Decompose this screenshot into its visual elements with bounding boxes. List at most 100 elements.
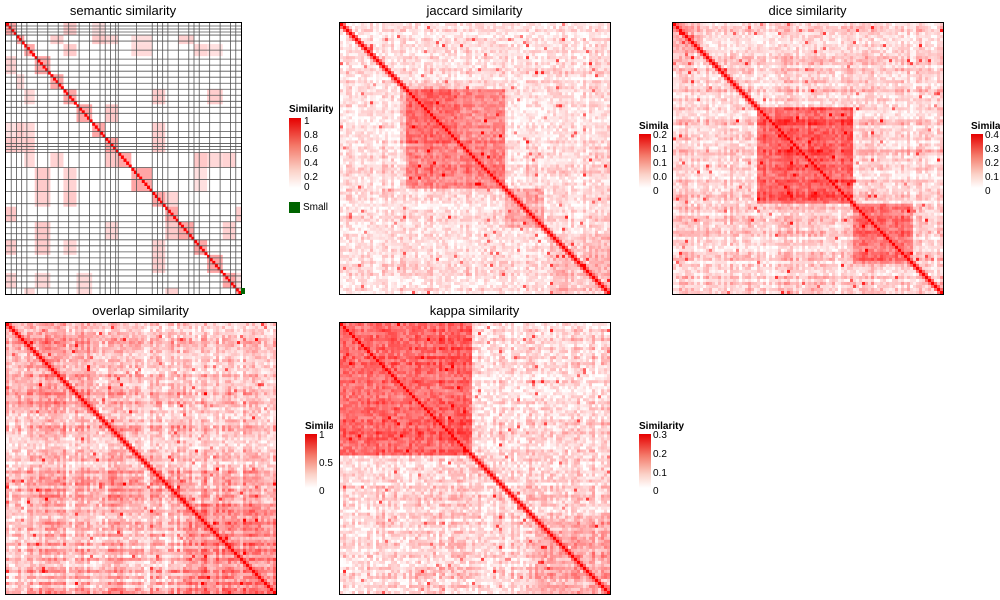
heatmap-cell: [574, 137, 578, 141]
heatmap-cell: [346, 47, 350, 51]
heatmap-cell: [430, 155, 434, 159]
heatmap-cell: [514, 167, 518, 171]
heatmap-cell: [466, 143, 470, 147]
heatmap-cell: [523, 53, 527, 57]
heatmap-cell: [355, 161, 359, 165]
heatmap-cell: [436, 113, 440, 117]
heatmap-cell: [493, 95, 497, 99]
heatmap-cell: [490, 38, 494, 42]
heatmap-cell: [562, 32, 566, 36]
heatmap-cell: [349, 47, 353, 51]
heatmap-cell: [574, 176, 578, 180]
heatmap-cell: [349, 44, 353, 48]
heatmap-cell: [490, 170, 494, 174]
heatmap-cell: [532, 74, 536, 78]
heatmap-cell: [505, 89, 509, 93]
heatmap-cell: [523, 149, 527, 153]
heatmap-cell: [406, 122, 410, 126]
heatmap-cell: [547, 170, 551, 174]
heatmap-cell: [358, 53, 362, 57]
heatmap-cell: [385, 65, 389, 69]
heatmap-cell: [361, 119, 365, 123]
heatmap-cell: [388, 173, 392, 177]
heatmap-cell: [508, 173, 512, 177]
heatmap-cell: [526, 110, 530, 114]
heatmap-cell: [511, 50, 515, 54]
heatmap-cell: [370, 131, 374, 135]
heatmap-cell: [553, 92, 557, 96]
heatmap-cell: [379, 131, 383, 135]
heatmap-cell: [562, 44, 566, 48]
heatmap-cell: [457, 50, 461, 54]
heatmap-cell: [538, 155, 542, 159]
heatmap-cell: [601, 71, 605, 75]
heatmap-cell: [529, 128, 533, 132]
heatmap-cell: [376, 50, 380, 54]
heatmap-cell: [367, 140, 371, 144]
heatmap-cell: [508, 59, 512, 63]
heatmap-cell: [607, 173, 610, 177]
heatmap-cell: [349, 134, 353, 138]
heatmap-cell: [580, 140, 584, 144]
heatmap-cell: [589, 62, 593, 66]
heatmap-cell: [394, 53, 398, 57]
heatmap-cell: [370, 125, 374, 129]
heatmap-cell: [487, 131, 491, 135]
heatmap-cell: [352, 173, 356, 177]
heatmap-cell: [493, 92, 497, 96]
diagonal-cell: [115, 149, 119, 153]
heatmap-cell: [418, 110, 422, 114]
heatmap-cell: [373, 35, 377, 39]
heatmap-cell: [418, 68, 422, 72]
heatmap-cell: [562, 35, 566, 39]
heatmap-cell: [529, 29, 533, 33]
heatmap-cell: [544, 53, 548, 57]
heatmap-cell: [496, 152, 500, 156]
heatmap-cell: [499, 116, 503, 120]
heatmap-cell: [418, 56, 422, 60]
heatmap-cell: [406, 134, 410, 138]
heatmap-cell: [607, 125, 610, 129]
heatmap-cell: [349, 140, 353, 144]
heatmap-cell: [403, 161, 407, 165]
heatmap-cell: [406, 89, 410, 93]
heatmap-cell: [382, 32, 386, 36]
heatmap-cell: [598, 158, 602, 162]
diagonal-cell: [126, 161, 130, 165]
heatmap-cell: [523, 74, 527, 78]
heatmap-cell: [604, 158, 608, 162]
heatmap-cell: [355, 38, 359, 42]
heatmap-cell: [361, 173, 365, 177]
heatmap-cell: [364, 23, 368, 27]
heatmap-cell: [427, 47, 431, 51]
heatmap-cell: [352, 107, 356, 111]
heatmap-cell: [346, 122, 350, 126]
heatmap-cell: [382, 152, 386, 156]
heatmap-cell: [493, 131, 497, 135]
heatmap-cell: [379, 116, 383, 120]
heatmap-cell: [361, 143, 365, 147]
heatmap-cell: [349, 35, 353, 39]
heatmap-cell: [433, 179, 437, 183]
heatmap-cell: [541, 59, 545, 63]
heatmap-cell: [604, 44, 608, 48]
heatmap-cell: [592, 107, 596, 111]
heatmap-cell: [421, 158, 425, 162]
heatmap-cell: [502, 23, 506, 27]
heatmap-cell: [445, 143, 449, 147]
heatmap-block: [24, 287, 35, 294]
heatmap-cell: [469, 83, 473, 87]
heatmap-cell: [358, 134, 362, 138]
heatmap-cell: [412, 107, 416, 111]
heatmap-cell: [475, 155, 479, 159]
heatmap-cell: [496, 29, 500, 33]
heatmap-cell: [445, 47, 449, 51]
heatmap-cell: [541, 125, 545, 129]
heatmap-cell: [532, 143, 536, 147]
heatmap-cell: [502, 173, 506, 177]
heatmap-cell: [526, 128, 530, 132]
heatmap-cell: [424, 167, 428, 171]
heatmap-cell: [448, 170, 452, 174]
heatmap-cell: [577, 95, 581, 99]
heatmap-cell: [388, 65, 392, 69]
